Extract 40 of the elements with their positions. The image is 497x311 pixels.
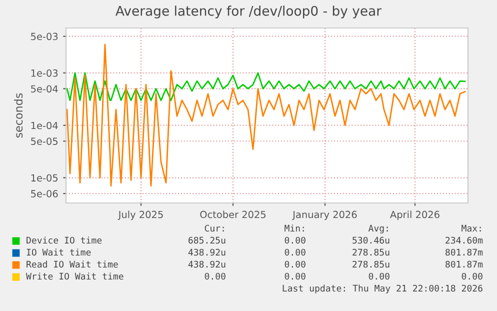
- text: Min:: [284, 224, 304, 232]
- text: 685.25u: [188, 236, 226, 244]
- legend-label: IO Wait time: [26, 248, 91, 256]
- y-axis-title: seconds: [14, 93, 23, 138]
- text: 234.60m: [446, 236, 483, 244]
- text: 0.00: [462, 272, 482, 280]
- text: Max:: [462, 224, 481, 232]
- legend-label: Write IO Wait time: [26, 272, 124, 280]
- y-tick-label: 1e-04: [31, 122, 58, 130]
- legend-label: Device IO time: [26, 236, 102, 244]
- line-series: [66, 44, 466, 187]
- x-tick-label: January 2026: [292, 210, 357, 220]
- x-tick-label: October 2025: [200, 210, 266, 218]
- text: 0.00: [204, 272, 226, 280]
- y-tick-label: 1e-03: [31, 69, 58, 77]
- y-tick-label: 5e-04: [31, 85, 58, 93]
- text: 0.00: [284, 272, 306, 280]
- text: 278.85u: [352, 248, 390, 256]
- text: 438.92u: [188, 248, 226, 256]
- chart-title: Average latency for /dev/loop0 - by year: [116, 6, 382, 18]
- y-tick-label: 5e-06: [31, 190, 58, 198]
- text: 801.87m: [446, 248, 483, 256]
- text: 530.46u: [352, 236, 390, 244]
- text: 278.85u: [352, 260, 390, 268]
- legend-label: Read IO Wait time: [26, 260, 118, 268]
- text: 0.00: [284, 260, 306, 268]
- text: Last update: Thu May 21 22:00:18 2026: [282, 284, 482, 294]
- text: 0.00: [368, 272, 390, 280]
- x-tick-label: April 2026: [390, 210, 440, 220]
- text: 438.92u: [188, 260, 226, 268]
- y-tick-label: 1e-05: [31, 174, 58, 182]
- text: Avg:: [368, 224, 388, 234]
- text: Cur:: [204, 224, 224, 232]
- text: 0.00: [284, 248, 306, 256]
- text: 0.00: [284, 236, 306, 244]
- y-tick-label: 5e-05: [31, 138, 58, 145]
- y-tick-label: 5e-03: [31, 32, 58, 40]
- x-tick-label: July 2025: [118, 210, 163, 220]
- text: 801.87m: [446, 260, 483, 268]
- line-series: [66, 72, 466, 102]
